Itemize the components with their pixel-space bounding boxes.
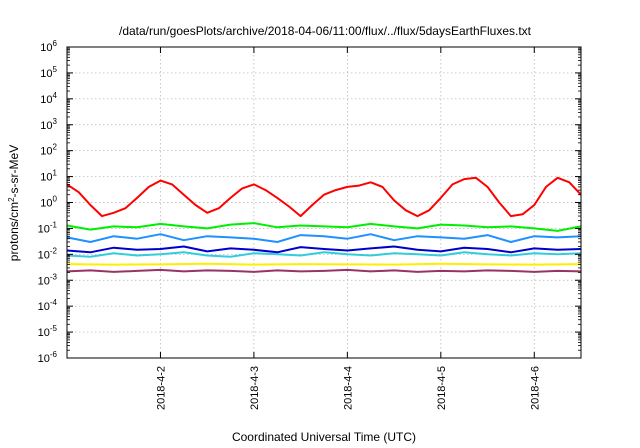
series-line-5 xyxy=(66,245,582,254)
series-line-3 xyxy=(66,251,582,258)
y-axis-label-sup: 2 xyxy=(7,197,16,202)
y-axis-label: protons/cm2-s-sr-MeV xyxy=(7,145,22,261)
y-tick-label: 104 xyxy=(40,91,57,106)
x-tick-label: 2018-4-4 xyxy=(342,366,354,410)
series-line-4 xyxy=(66,233,582,243)
x-tick-label: 2018-4-3 xyxy=(249,366,261,410)
y-tick-label: 10-6 xyxy=(38,350,58,365)
y-tick-label: 105 xyxy=(40,65,57,80)
series-line-1 xyxy=(66,176,582,218)
series-line-7 xyxy=(66,268,582,273)
y-tick-label: 100 xyxy=(40,195,57,210)
series-line-6 xyxy=(66,262,582,266)
y-tick-label: 103 xyxy=(40,117,57,132)
y-tick-label: 10-3 xyxy=(38,272,58,287)
series-group xyxy=(66,176,582,273)
y-tick-label: 10-2 xyxy=(38,246,58,261)
y-axis-label-base: protons/cm xyxy=(7,202,21,261)
y-tick-label: 101 xyxy=(40,169,57,184)
y-tick-label: 10-1 xyxy=(38,220,58,235)
grid xyxy=(67,47,581,358)
x-tick-label: 2018-4-6 xyxy=(529,366,541,410)
tick-group: 10-6 10-5 10-4 10-3 10-2 10-1 100 101 102 103 104 1… xyxy=(38,39,581,410)
x-tick-label: 2018-4-5 xyxy=(436,366,448,410)
chart-title: /data/run/goesPlots/archive/2018-04-06/1… xyxy=(119,24,532,38)
x-axis-label: Coordinated Universal Time (UTC) xyxy=(232,430,416,444)
y-tick-label: 106 xyxy=(40,39,57,54)
y-axis-label-rest: -s-sr-MeV xyxy=(7,145,21,198)
y-tick-label: 10-5 xyxy=(38,324,58,339)
y-tick-label: 10-4 xyxy=(38,298,58,313)
series-line-2 xyxy=(66,222,582,232)
y-tick-label: 102 xyxy=(40,143,57,158)
x-tick-label: 2018-4-2 xyxy=(155,366,167,410)
